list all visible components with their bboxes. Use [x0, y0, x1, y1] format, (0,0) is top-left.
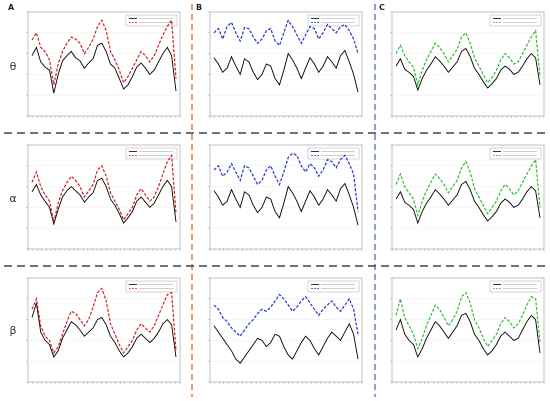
plot-frame: [209, 277, 363, 383]
column-label-c: C: [379, 3, 385, 12]
panel-beta-b: [208, 277, 363, 384]
series-line-model: [213, 18, 359, 54]
panel-beta-c: [390, 277, 545, 384]
legend-box: [489, 280, 542, 293]
series-line-observed: [213, 322, 359, 364]
legend-box: [125, 147, 178, 160]
series-line-model: [395, 28, 541, 88]
panel-theta-b: [208, 11, 363, 118]
column-label-a: A: [8, 3, 15, 12]
series-line-observed: [395, 312, 541, 359]
series-line-model: [213, 152, 359, 212]
legend-box: [125, 280, 178, 293]
row-label-beta: β: [9, 324, 16, 337]
series-line-observed: [213, 182, 359, 226]
row-label-theta: θ: [10, 60, 17, 73]
legend-box: [489, 147, 542, 160]
panel-beta-a: [26, 277, 181, 384]
legend-box: [125, 14, 178, 27]
panel-theta-a: [26, 11, 181, 118]
series-line-model: [31, 287, 177, 355]
series-line-observed: [213, 49, 359, 93]
column-label-b: B: [196, 3, 202, 12]
plot-frame: [391, 277, 545, 383]
plot-frame: [27, 277, 181, 383]
row-label-alpha: α: [9, 192, 16, 205]
panel-alpha-c: [390, 144, 545, 251]
series-line-model: [395, 157, 541, 218]
series-line-model: [31, 18, 177, 85]
series-line-observed: [31, 177, 177, 226]
plot-frame: [27, 11, 181, 117]
panel-theta-c: [390, 11, 545, 118]
series-line-model: [213, 293, 359, 338]
legend-box: [307, 14, 360, 27]
plot-frame: [209, 144, 363, 250]
series-line-observed: [395, 47, 541, 92]
series-line-observed: [31, 42, 177, 94]
legend-box: [307, 280, 360, 293]
series-line-observed: [31, 302, 177, 358]
legend-box: [489, 14, 542, 27]
series-line-model: [395, 291, 541, 351]
panel-alpha-a: [26, 144, 181, 251]
series-line-observed: [395, 180, 541, 225]
plot-frame: [391, 144, 545, 250]
plot-frame: [391, 11, 545, 117]
legend-box: [307, 147, 360, 160]
panel-alpha-b: [208, 144, 363, 251]
series-line-model: [31, 153, 177, 223]
